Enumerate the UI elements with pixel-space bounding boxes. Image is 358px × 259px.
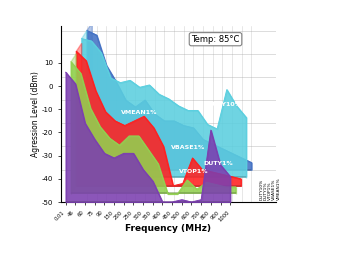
Polygon shape [87, 23, 92, 170]
Text: VBASE1%: VBASE1% [171, 145, 205, 150]
Text: Temp: 85°C: Temp: 85°C [191, 35, 240, 44]
Polygon shape [82, 31, 87, 178]
Text: VTOP1%: VTOP1% [268, 181, 272, 200]
Polygon shape [71, 54, 76, 194]
Text: DUTY1%: DUTY1% [203, 161, 233, 166]
Text: VMEAN1%: VMEAN1% [121, 110, 158, 115]
Text: VTOP1%: VTOP1% [179, 169, 209, 174]
Text: VBASE1%: VBASE1% [272, 178, 276, 200]
Text: DUTY1%: DUTY1% [263, 181, 267, 200]
Text: VMEAN1%: VMEAN1% [277, 177, 281, 200]
X-axis label: Frequency (MHz): Frequency (MHz) [125, 224, 211, 233]
Y-axis label: Agression Level (dBm): Agression Level (dBm) [32, 71, 40, 157]
Polygon shape [76, 43, 82, 186]
Text: DUTY10%: DUTY10% [259, 178, 263, 200]
Text: DUTY10%: DUTY10% [207, 102, 241, 107]
